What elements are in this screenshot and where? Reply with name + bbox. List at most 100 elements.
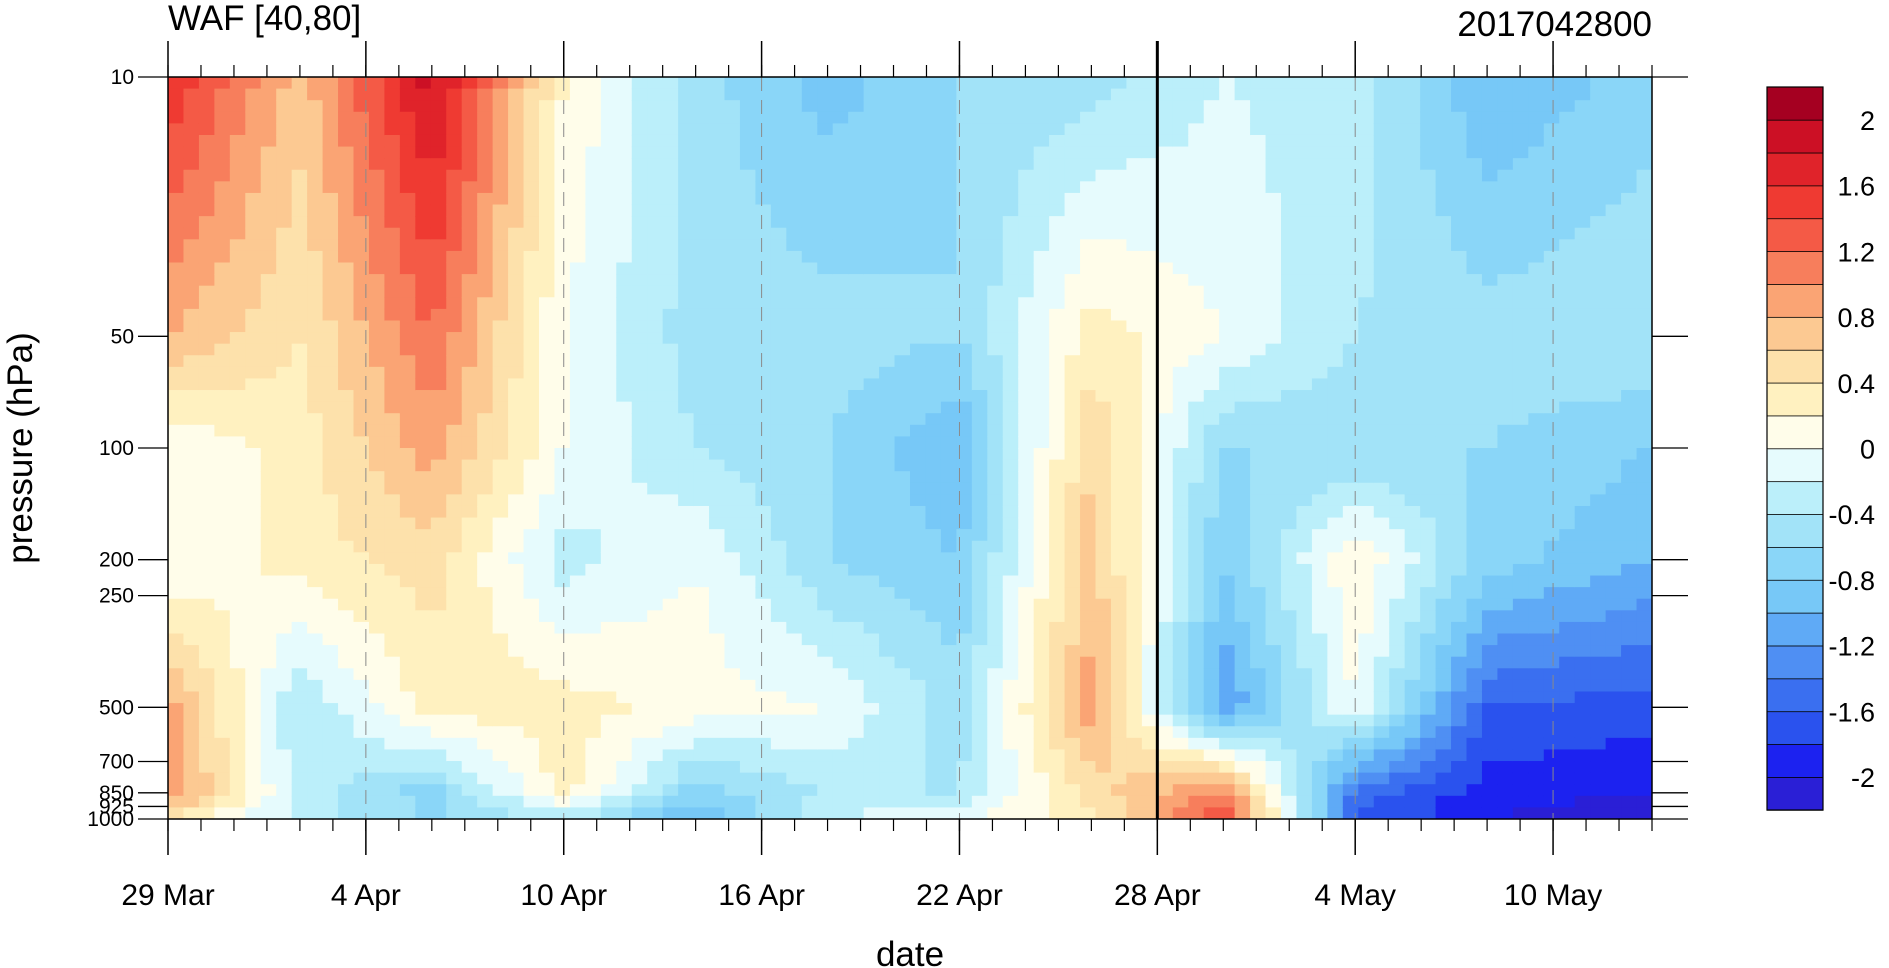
field-cell [1265, 587, 1282, 600]
field-cell [1064, 761, 1081, 774]
field-cell [477, 111, 494, 124]
field-cell [183, 645, 200, 658]
field-cell [971, 100, 988, 113]
field-cell [183, 610, 200, 623]
field-cell [662, 134, 679, 148]
field-cell [446, 784, 463, 797]
field-cell [539, 714, 556, 727]
field-cell [801, 77, 818, 90]
field-cell [446, 297, 463, 310]
field-cell [1049, 366, 1066, 380]
field-cell [539, 216, 556, 229]
field-cell [1095, 749, 1112, 762]
field-cell [848, 169, 865, 182]
field-cell [1203, 691, 1220, 704]
field-cell [1342, 343, 1359, 356]
field-cell [539, 88, 556, 101]
field-cell [539, 123, 556, 136]
field-cell [291, 703, 308, 716]
field-cell [1080, 505, 1097, 519]
field-cell [755, 645, 772, 658]
field-cell [1157, 204, 1174, 217]
field-cell [1110, 459, 1128, 472]
field-cell [647, 587, 664, 600]
field-cell [755, 563, 772, 577]
field-cell [198, 749, 215, 762]
field-cell [1064, 332, 1081, 345]
field-cell [755, 610, 772, 623]
field-cell [307, 795, 324, 808]
field-cell [214, 192, 231, 206]
field-cell [291, 784, 308, 797]
field-cell [600, 366, 617, 380]
field-cell [739, 540, 757, 553]
field-cell [894, 459, 911, 472]
field-cell [755, 123, 772, 136]
field-cell [539, 645, 556, 658]
field-cell [291, 656, 308, 669]
field-cell [863, 633, 880, 646]
field-cell [214, 285, 231, 298]
field-cell [1327, 285, 1344, 298]
field-cell [276, 482, 293, 495]
field-cell [910, 471, 927, 484]
field-cell [662, 100, 679, 113]
field-cell [508, 146, 525, 159]
field-cell [1358, 679, 1375, 693]
field-cell [1049, 598, 1066, 611]
field-cell [1049, 216, 1066, 229]
field-cell [770, 459, 787, 472]
field-cell [971, 413, 988, 426]
field-cell [183, 529, 200, 542]
field-cell [168, 610, 185, 623]
field-cell [1327, 494, 1344, 507]
field-cell [1095, 401, 1112, 414]
field-cell [245, 679, 262, 693]
field-cell [461, 343, 478, 356]
field-cell [1095, 216, 1112, 229]
field-cell [554, 772, 571, 785]
field-cell [1002, 88, 1019, 101]
field-cell [1157, 320, 1174, 333]
field-cell [523, 424, 540, 437]
field-cell [1219, 355, 1236, 368]
field-cell [214, 633, 231, 646]
field-cell [724, 645, 741, 658]
field-cell [1110, 471, 1128, 484]
field-cell [956, 146, 973, 159]
field-cell [940, 772, 957, 785]
field-cell [384, 158, 401, 171]
field-cell [832, 413, 849, 426]
field-cell [260, 134, 277, 148]
field-cell [168, 436, 185, 449]
field-cell [461, 146, 478, 159]
field-cell [678, 749, 695, 762]
field-cell [616, 505, 633, 519]
field-cell [1250, 216, 1267, 229]
field-cell [616, 424, 633, 437]
field-cell [1141, 505, 1158, 519]
field-cell [616, 668, 633, 681]
field-cell [894, 517, 911, 530]
field-cell [1203, 679, 1220, 693]
field-cell [1080, 390, 1097, 403]
field-cell [1064, 645, 1081, 658]
field-cell [245, 134, 262, 148]
field-cell [415, 343, 432, 356]
field-cell [1095, 88, 1112, 101]
field-cell [956, 366, 973, 380]
field-cell [353, 494, 370, 507]
field-cell [539, 552, 556, 565]
field-cell [1296, 552, 1313, 565]
field-cell [910, 204, 927, 217]
field-cell [1095, 448, 1112, 461]
field-cell [492, 320, 509, 333]
field-cell [1126, 703, 1143, 716]
field-cell [353, 146, 370, 159]
field-cell [399, 494, 416, 507]
field-cell [229, 250, 246, 264]
field-cell [338, 204, 355, 217]
field-cell [384, 192, 401, 206]
field-cell [1049, 192, 1066, 206]
field-cell [214, 761, 231, 774]
